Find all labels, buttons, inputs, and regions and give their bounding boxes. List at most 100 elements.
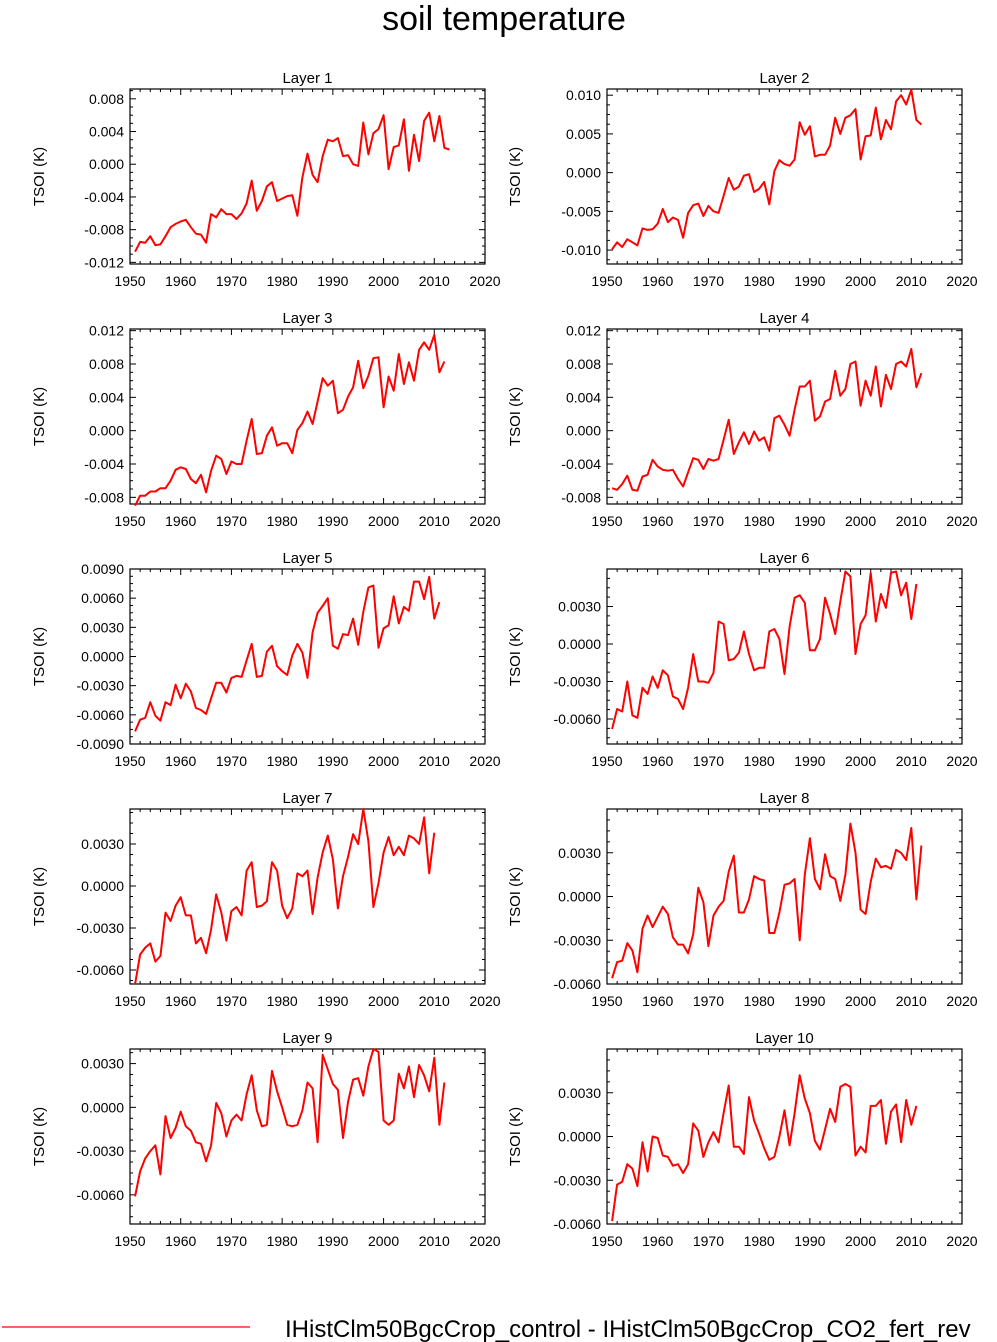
y-tick-label: 0.0000: [558, 889, 601, 905]
x-tick-label: 1990: [317, 273, 348, 289]
y-tick-label: -0.0060: [554, 711, 602, 727]
x-tick-label: 1980: [744, 993, 775, 1009]
x-tick-label: 2020: [946, 993, 977, 1009]
x-tick-label: 1950: [114, 1233, 145, 1249]
x-tick-label: 1970: [216, 753, 247, 769]
y-tick-label: -0.010: [561, 242, 601, 258]
y-tick-label: -0.008: [84, 222, 124, 238]
series-line: [611, 88, 923, 250]
panel-layer-8: Layer 8 TSOI (K) 1950 1960 1970 1980 1990 2000 2…: [507, 790, 978, 1009]
panel-title: Layer 2: [759, 70, 809, 87]
y-tick-label: -0.004: [84, 189, 124, 205]
x-tick-label: 1970: [216, 513, 247, 529]
y-tick-label: -0.004: [561, 456, 601, 472]
x-tick-label: 2020: [946, 1233, 977, 1249]
x-tick-label: 1970: [693, 1233, 724, 1249]
x-tick-label: 1990: [317, 753, 348, 769]
x-tick-label: 1950: [591, 513, 622, 529]
panel-layer-10: Layer 10 TSOI (K) 1950 1960 1970 1980 1990 2000…: [507, 1030, 978, 1249]
y-axis-label: TSOI (K): [507, 147, 524, 206]
x-tick-label: 2000: [845, 1233, 876, 1249]
y-tick-label: -0.012: [84, 254, 124, 270]
y-tick-label: 0.004: [89, 389, 124, 405]
series-line: [611, 570, 918, 730]
y-tick-label: -0.004: [84, 456, 124, 472]
y-tick-label: 0.012: [566, 323, 601, 339]
plot-frame: [129, 328, 486, 505]
x-tick-label: 1970: [693, 273, 724, 289]
x-tick-label: 1960: [642, 1233, 673, 1249]
x-tick-label: 2010: [896, 1233, 927, 1249]
panel-layer-6: Layer 6 TSOI (K) 1950 1960 1970 1980 1990 2000 2…: [507, 550, 978, 769]
y-tick-label: 0.000: [566, 165, 601, 181]
x-tick-label: 1960: [165, 273, 196, 289]
x-tick-label: 1990: [317, 993, 348, 1009]
x-tick-label: 1970: [693, 753, 724, 769]
x-tick-label: 1970: [216, 993, 247, 1009]
y-tick-label: -0.008: [561, 489, 601, 505]
x-tick-label: 1990: [794, 753, 825, 769]
x-tick-label: 1950: [591, 273, 622, 289]
x-tick-label: 2020: [946, 273, 977, 289]
panel-title: Layer 1: [282, 70, 332, 87]
y-tick-label: 0.004: [566, 389, 601, 405]
y-tick-label: 0.0030: [81, 1056, 124, 1072]
x-tick-label: 1960: [642, 753, 673, 769]
x-tick-label: 1960: [165, 1233, 196, 1249]
x-tick-label: 2000: [368, 1233, 399, 1249]
x-tick-label: 1950: [114, 993, 145, 1009]
y-axis-label: TSOI (K): [507, 867, 524, 926]
y-tick-label: 0.0000: [81, 1099, 124, 1115]
x-tick-label: 2020: [946, 513, 977, 529]
y-axis-label: TSOI (K): [507, 1107, 524, 1166]
x-tick-label: 1950: [114, 753, 145, 769]
y-tick-label: -0.0030: [554, 932, 602, 948]
x-tick-label: 2020: [469, 1233, 500, 1249]
x-tick-label: 2020: [469, 513, 500, 529]
legend-label: IHistClm50BgcCrop_control - IHistClm50Bg…: [285, 1316, 971, 1342]
y-axis-label: TSOI (K): [31, 387, 48, 446]
y-tick-label: 0.0030: [558, 599, 601, 615]
y-tick-label: -0.0030: [554, 674, 602, 690]
x-tick-label: 1990: [794, 513, 825, 529]
series-line: [611, 348, 923, 492]
y-tick-label: 0.010: [566, 87, 601, 103]
x-tick-label: 2010: [419, 273, 450, 289]
y-tick-label: 0.0090: [81, 561, 124, 577]
y-tick-label: 0.000: [89, 423, 124, 439]
figure-title: soil temperature: [382, 0, 626, 38]
x-tick-label: 1990: [794, 1233, 825, 1249]
panel-title: Layer 5: [282, 550, 332, 567]
y-tick-label: -0.008: [84, 489, 124, 505]
panel-title: Layer 6: [759, 550, 809, 567]
plot-frame: [606, 88, 963, 265]
x-tick-label: 1990: [794, 273, 825, 289]
x-tick-label: 1990: [317, 513, 348, 529]
x-tick-label: 2010: [419, 513, 450, 529]
x-tick-label: 1990: [317, 1233, 348, 1249]
series-line: [611, 1074, 918, 1222]
x-tick-label: 2000: [845, 753, 876, 769]
y-axis-label: TSOI (K): [31, 627, 48, 686]
x-tick-label: 2000: [845, 993, 876, 1009]
panel-title: Layer 10: [755, 1030, 813, 1047]
x-tick-label: 1960: [642, 993, 673, 1009]
panel-layer-1: Layer 1 TSOI (K) 1950 1960 1970 1980 1990 2000 2…: [31, 70, 501, 289]
plot-frame: [606, 328, 963, 505]
y-tick-label: -0.0030: [554, 1172, 602, 1188]
y-tick-label: 0.012: [89, 323, 124, 339]
y-tick-label: 0.0000: [81, 649, 124, 665]
y-tick-label: -0.0060: [77, 962, 125, 978]
y-tick-label: 0.0030: [558, 1085, 601, 1101]
y-tick-label: 0.004: [89, 124, 124, 140]
x-tick-label: 2000: [368, 753, 399, 769]
x-tick-label: 2000: [368, 513, 399, 529]
x-tick-label: 2000: [845, 273, 876, 289]
x-tick-label: 1960: [165, 513, 196, 529]
y-tick-label: -0.0030: [77, 678, 125, 694]
y-tick-label: -0.0060: [554, 1216, 602, 1232]
panel-title: Layer 4: [759, 310, 809, 327]
x-tick-label: 1970: [216, 273, 247, 289]
x-tick-label: 1960: [642, 273, 673, 289]
plot-frame: [606, 808, 963, 985]
